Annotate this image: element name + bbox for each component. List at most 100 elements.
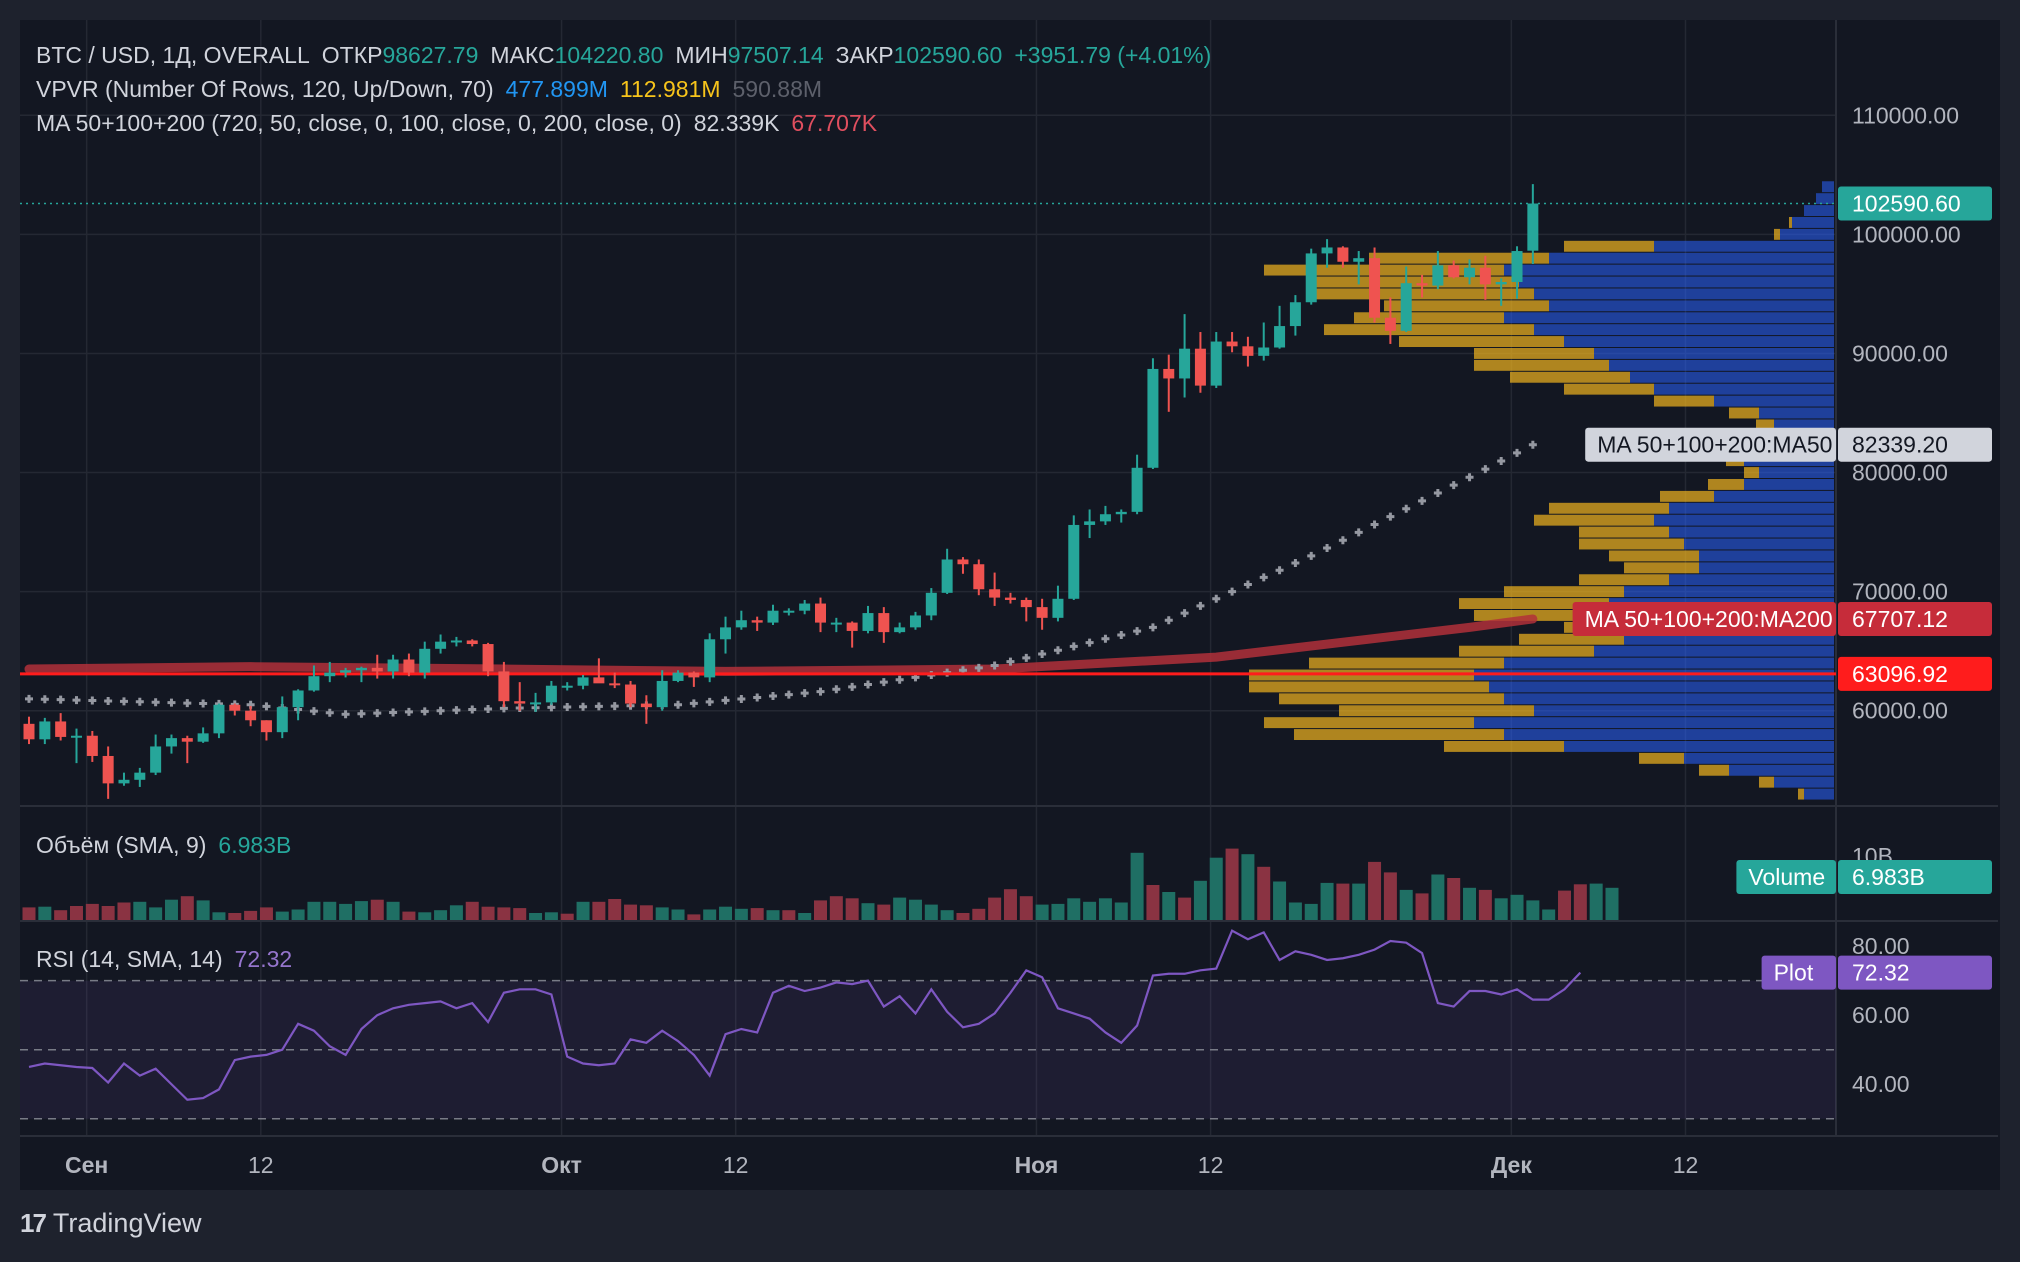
ma50-cross-90 (1449, 481, 1458, 490)
volume-bar-58 (940, 910, 954, 920)
vp-up-10 (1549, 300, 1834, 312)
volume-bar-11 (196, 900, 210, 920)
volume-bar-7 (133, 901, 147, 920)
candle-body-61 (989, 589, 1001, 598)
vp-down-5 (1564, 240, 1654, 252)
main-legend[interactable]: BTC / USD, 1Д, OVERALL ОТКР98627.79 МАКС10… (36, 40, 1211, 70)
candle-body-50 (815, 603, 826, 623)
ma50-cross-7 (135, 697, 144, 706)
vp-up-13 (1564, 336, 1834, 347)
volume-bar-38 (624, 904, 638, 920)
ma50-cross-64 (1038, 650, 1047, 659)
vp-up-12 (1534, 324, 1834, 336)
symbol-title[interactable]: BTC / USD, 1Д, OVERALL (36, 42, 310, 68)
candle-body-60 (973, 564, 985, 590)
ma50-cross-52 (848, 682, 857, 691)
volume-bars (22, 848, 1619, 920)
ma50-cross-67 (1085, 638, 1094, 647)
volume-bar-86 (1383, 872, 1397, 920)
ma50-cross-48 (784, 690, 793, 699)
vp-up-44 (1534, 705, 1834, 717)
vpvr-legend[interactable]: VPVR (Number Of Rows, 120, Up/Down, 70) 4… (36, 74, 822, 104)
ma50-cross-69 (1117, 630, 1126, 639)
ma50-cross-4 (88, 696, 97, 705)
vp-up-6 (1549, 252, 1834, 264)
ma50-cross-78 (1259, 573, 1268, 582)
tradingview-logo-icon: 17 (20, 1208, 47, 1238)
candles[interactable] (23, 184, 1539, 799)
ma50-cross-20 (341, 710, 350, 719)
ma50-cross-51 (832, 685, 841, 694)
candle-body-90 (1448, 265, 1460, 278)
volume-bar-43 (703, 909, 717, 920)
ma-legend[interactable]: MA 50+100+200 (720, 50, close, 0, 100, c… (36, 108, 877, 138)
rsi-label[interactable]: RSI (14, SMA, 14) (36, 946, 223, 972)
brand-name: TradingView (52, 1208, 202, 1238)
candle-body-64 (1036, 607, 1048, 618)
vp-down-43 (1279, 693, 1504, 705)
vp-up-50 (1774, 776, 1834, 788)
open-label: ОТКР (321, 42, 383, 68)
candle-body-20 (340, 670, 352, 673)
candle-body-55 (894, 627, 906, 633)
volume-bar-59 (956, 913, 970, 920)
candle-body-29 (482, 644, 494, 672)
ma50-cross-3 (72, 696, 81, 705)
volume-bar-100 (1605, 887, 1619, 920)
vpvr-label[interactable]: VPVR (Number Of Rows, 120, Up/Down, 70) (36, 76, 494, 102)
tradingview-brand[interactable]: 17 TradingView (20, 1208, 202, 1239)
ma50-cross-54 (879, 678, 888, 687)
ma50-cross-42 (689, 699, 698, 708)
vp-down-18 (1654, 395, 1714, 407)
candle-body-35 (577, 677, 589, 686)
volume-bar-57 (924, 904, 938, 920)
volume-bar-93 (1494, 898, 1508, 920)
ma50-cross-83 (1338, 536, 1347, 545)
candle-body-33 (545, 685, 557, 703)
vp-down-44 (1339, 705, 1534, 717)
volume-bar-51 (829, 896, 843, 920)
volume-legend[interactable]: Объём (SMA, 9) 6.983B (36, 830, 291, 860)
ma50-cross-71 (1148, 623, 1157, 632)
candle-body-54 (878, 613, 890, 633)
volume-bar-15 (259, 907, 273, 920)
ma50-cross-74 (1196, 601, 1205, 610)
volume-bar-69 (1114, 902, 1128, 920)
rsi-tag-text: 72.32 (1852, 960, 1910, 986)
price-tags[interactable]: 102590.60 82339.20 MA 50+100+200:MA50 67707… (1572, 186, 1992, 990)
time-tick-0: Сен (65, 1152, 108, 1178)
volume-bar-82 (1320, 882, 1334, 920)
volume-bar-75 (1209, 857, 1223, 920)
vp-up-51 (1804, 788, 1834, 800)
candle-body-15 (260, 720, 272, 733)
vp-down-51 (1798, 788, 1804, 800)
vp-down-30 (1579, 538, 1684, 550)
candle-body-56 (909, 615, 921, 628)
candle-body-83 (1337, 247, 1349, 262)
ma50-cross-80 (1291, 559, 1300, 568)
ma50-cross-92 (1481, 465, 1490, 474)
volume-bar-13 (228, 913, 242, 920)
time-tick-3: 12 (723, 1152, 749, 1178)
candle-body-70 (1131, 467, 1143, 512)
volume-bar-0 (22, 907, 36, 920)
ma50-cross-89 (1433, 489, 1442, 498)
ma-label[interactable]: MA 50+100+200 (720, 50, close, 0, 100, c… (36, 110, 682, 136)
ma50-cross-61 (990, 661, 999, 670)
candle-body-28 (466, 640, 478, 645)
volume-label[interactable]: Объём (SMA, 9) (36, 832, 207, 858)
rsi-tag-bg (1838, 955, 1992, 990)
ma50-cross-41 (674, 700, 683, 709)
candle-body-82 (1321, 247, 1333, 254)
volume-bar-89 (1431, 874, 1445, 920)
volume-bar-55 (893, 897, 907, 920)
rsi-legend[interactable]: RSI (14, SMA, 14) 72.32 (36, 944, 292, 974)
volume-bar-81 (1304, 903, 1318, 920)
candle-body-80 (1289, 302, 1301, 327)
ma50-cross-15 (262, 702, 271, 711)
vpvr-down-value: 112.981M (619, 76, 721, 102)
candle-body-13 (229, 704, 241, 711)
candle-body-0 (23, 723, 35, 740)
vp-up-5 (1654, 240, 1834, 252)
